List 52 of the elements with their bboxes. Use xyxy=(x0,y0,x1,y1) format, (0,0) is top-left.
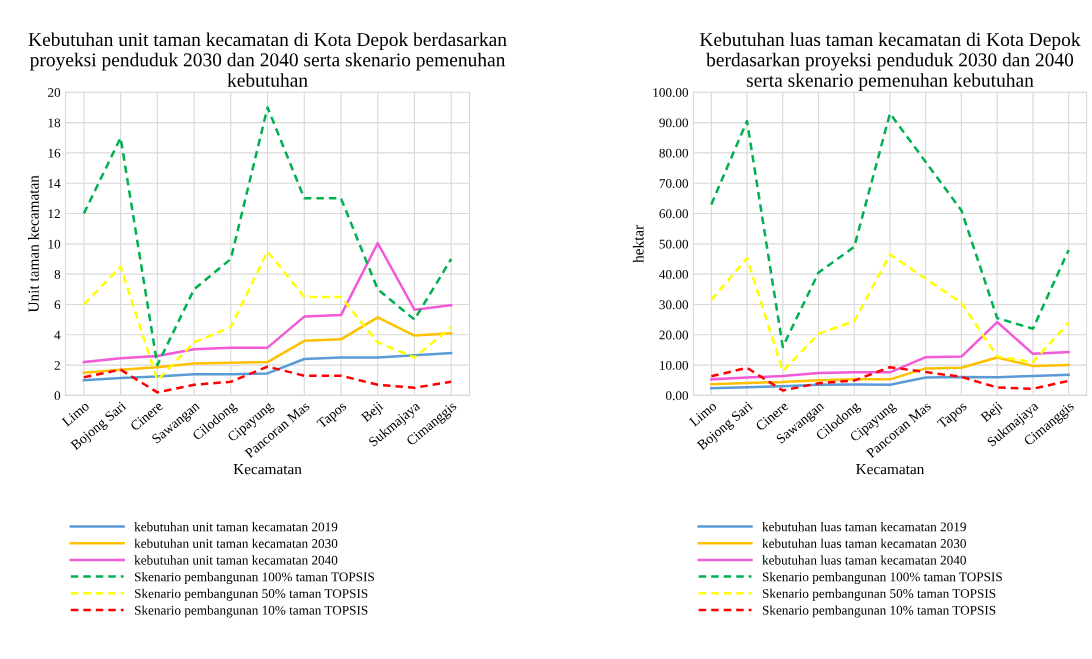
line-series xyxy=(710,373,1070,390)
legend-label: Skenario pembangunan 50% taman TOPSIS xyxy=(135,588,368,601)
y-tick-label: 18 xyxy=(48,118,61,128)
x-axis-title: Kecamatan xyxy=(233,464,302,475)
y-tick-label: 8 xyxy=(54,269,61,279)
chart-title: Kebutuhan luas taman kecamatan di Kota Depok berdasarkan proyeksi penduduk 2030 dan 2040 serta skenario pemenuhan kebutuhan xyxy=(699,32,1081,91)
chart-title: Kebutuhan unit taman kecamatan di Kota Depok berdasarkan proyeksi penduduk 2030 dan 2040 serta skenario pemenuhan kebutuhan xyxy=(28,32,507,87)
line-series xyxy=(710,112,1070,349)
y-tick-label: 14 xyxy=(48,179,61,188)
line-series xyxy=(82,106,453,367)
y-tick-label: 60.00 xyxy=(659,209,689,219)
legend-label: kebutuhan unit taman kecamatan 2040 xyxy=(134,555,338,565)
y-tick-label: 0.00 xyxy=(665,391,689,401)
y-tick-label: 50.00 xyxy=(659,239,689,249)
line-series xyxy=(710,320,1070,381)
y-tick-label: 40.00 xyxy=(659,269,689,279)
legend-label: kebutuhan unit taman kecamatan 2030 xyxy=(134,538,338,548)
legend-label: Skenario pembangunan 100% taman TOPSIS xyxy=(135,572,374,585)
legend-label: Skenario pembangunan 50% taman TOPSIS xyxy=(762,588,996,601)
line-series xyxy=(82,316,453,374)
y-tick-label: 100.00 xyxy=(653,88,689,98)
legend-label: kebutuhan unit taman kecamatan 2019 xyxy=(134,522,338,532)
y-tick-label: 70.00 xyxy=(659,179,689,188)
y-tick-label: 20.00 xyxy=(659,330,689,340)
line-series xyxy=(82,351,453,382)
line-series xyxy=(710,253,1070,373)
y-tick-label: 6 xyxy=(54,300,61,310)
y-tick-label: 10 xyxy=(48,239,61,249)
y-tick-label: 4 xyxy=(54,330,61,340)
y-axis-title: hektar xyxy=(632,224,644,263)
y-tick-label: 0 xyxy=(54,391,61,401)
legend-label: kebutuhan luas taman kecamatan 2030 xyxy=(762,538,966,548)
legend-label: kebutuhan luas taman kecamatan 2040 xyxy=(762,555,966,565)
line-series xyxy=(82,241,453,364)
y-tick-label: 90.00 xyxy=(659,118,689,128)
y-tick-label: 20 xyxy=(48,88,61,97)
y-tick-label: 16 xyxy=(48,148,61,158)
legend-label: kebutuhan luas taman kecamatan 2019 xyxy=(762,522,966,532)
line-series xyxy=(710,365,1070,392)
y-axis-title: Unit taman kecamatan xyxy=(28,175,39,313)
x-axis-title: Kecamatan xyxy=(856,464,925,475)
legend-label: Skenario pembangunan 10% taman TOPSIS xyxy=(762,605,996,618)
y-tick-label: 80.00 xyxy=(659,148,689,158)
y-tick-label: 12 xyxy=(48,209,60,219)
line-series xyxy=(82,250,453,382)
y-tick-label: 10.00 xyxy=(660,360,689,370)
legend-label: Skenario pembangunan 10% taman TOPSIS xyxy=(135,605,368,618)
line-series xyxy=(710,356,1070,386)
line-series xyxy=(82,365,453,394)
legend-label: Skenario pembangunan 100% taman TOPSIS xyxy=(762,572,1002,585)
y-tick-label: 2 xyxy=(54,360,60,370)
y-tick-label: 30.00 xyxy=(659,300,689,310)
